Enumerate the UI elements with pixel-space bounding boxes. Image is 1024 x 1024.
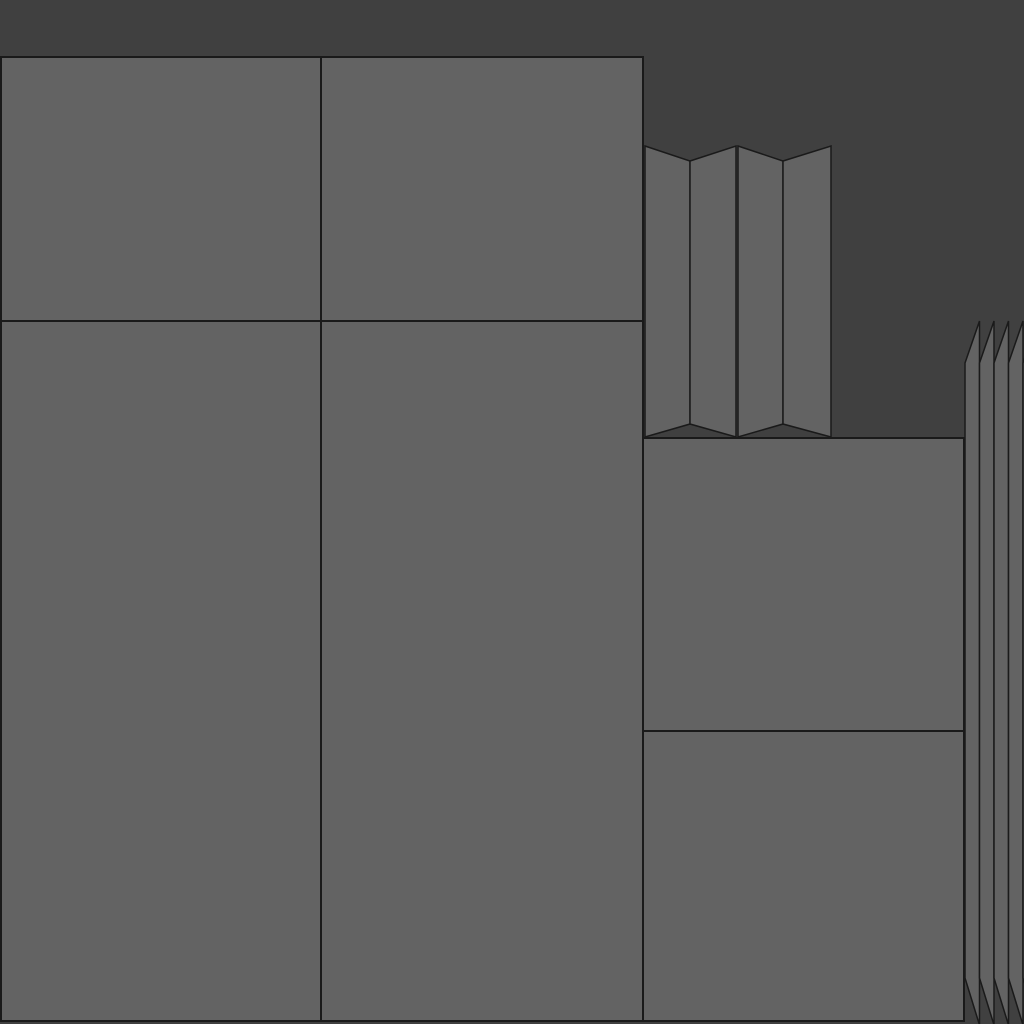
- fanned-sheet-4: [1007, 320, 1024, 1024]
- grid-block-quadrant-top-right: [320, 56, 644, 322]
- grid-block-quadrant-top-left: [0, 56, 322, 322]
- fanned-sheet-2: [978, 320, 995, 1024]
- accordion-fold-panel-3: [737, 144, 784, 438]
- right-panel-upper: [642, 437, 965, 732]
- right-panel-lower: [642, 730, 965, 1022]
- accordion-fold-panel-2: [689, 144, 737, 438]
- grid-block-quadrant-bottom-right: [320, 320, 644, 1022]
- fanned-sheet-3: [993, 320, 1010, 1024]
- grid-block-quadrant-bottom-left: [0, 320, 322, 1022]
- accordion-fold-panel-1: [644, 144, 691, 438]
- fanned-sheet-1: [964, 320, 981, 1024]
- accordion-fold-panel-4: [782, 144, 832, 438]
